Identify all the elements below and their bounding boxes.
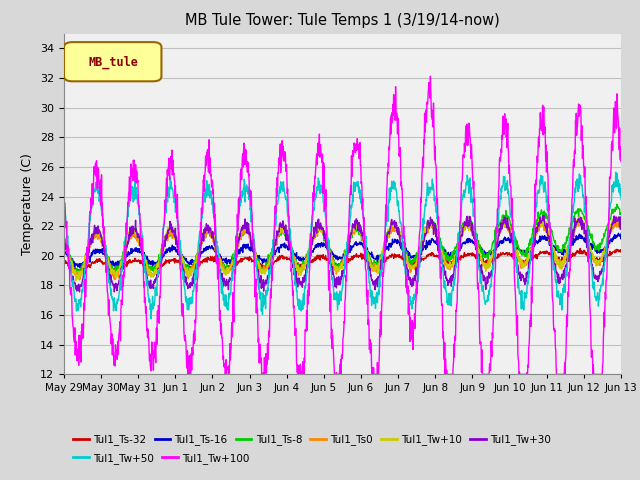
Title: MB Tule Tower: Tule Temps 1 (3/19/14-now): MB Tule Tower: Tule Temps 1 (3/19/14-now… <box>185 13 500 28</box>
Legend: Tul1_Tw+50, Tul1_Tw+100: Tul1_Tw+50, Tul1_Tw+100 <box>69 449 253 468</box>
Y-axis label: Temperature (C): Temperature (C) <box>22 153 35 255</box>
Text: MB_tule: MB_tule <box>88 55 138 69</box>
FancyBboxPatch shape <box>64 42 161 81</box>
